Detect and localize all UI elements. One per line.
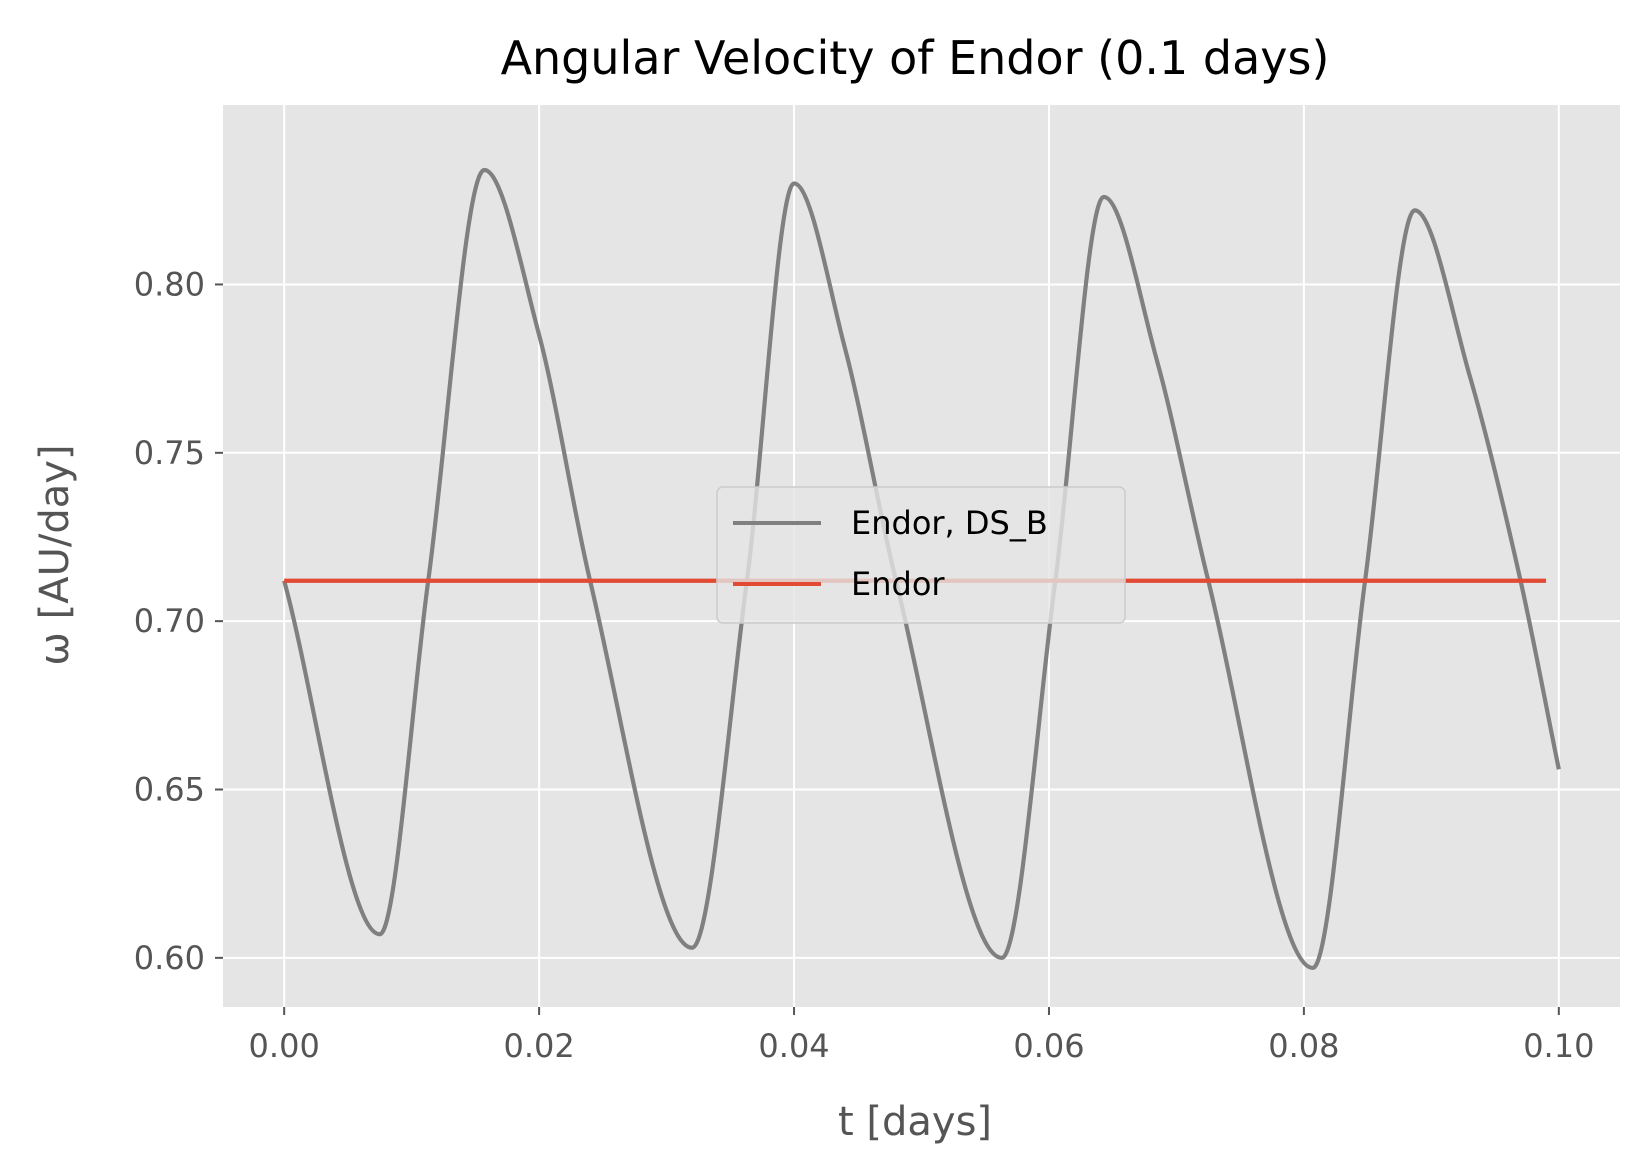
y-tick-label: 0.65: [134, 770, 205, 808]
x-tick-label: 0.00: [249, 1027, 320, 1065]
x-tick-label: 0.06: [1013, 1027, 1084, 1065]
x-axis-label: t [days]: [838, 1099, 992, 1145]
legend: Endor, DS_B Endor: [716, 486, 1126, 624]
ticks: 0.00 0.02 0.04 0.06 0.08 0.10 0.60 0.65 0.70 0.75…: [134, 265, 1595, 1065]
x-tick-label: 0.04: [758, 1027, 829, 1065]
x-tick-label: 0.02: [503, 1027, 574, 1065]
chart-title: Angular Velocity of Endor (0.1 days): [501, 31, 1330, 85]
y-tick-label: 0.75: [134, 434, 205, 472]
x-tick-label: 0.08: [1268, 1027, 1339, 1065]
y-axis-label: ω [AU/day]: [32, 444, 78, 665]
legend-label-endor: Endor: [851, 565, 945, 603]
y-tick-label: 0.80: [134, 265, 205, 303]
y-tick-label: 0.60: [134, 939, 205, 977]
x-tick-label: 0.10: [1523, 1027, 1594, 1065]
y-tick-label: 0.70: [134, 602, 205, 640]
legend-label-endor-ds-b: Endor, DS_B: [851, 504, 1048, 542]
